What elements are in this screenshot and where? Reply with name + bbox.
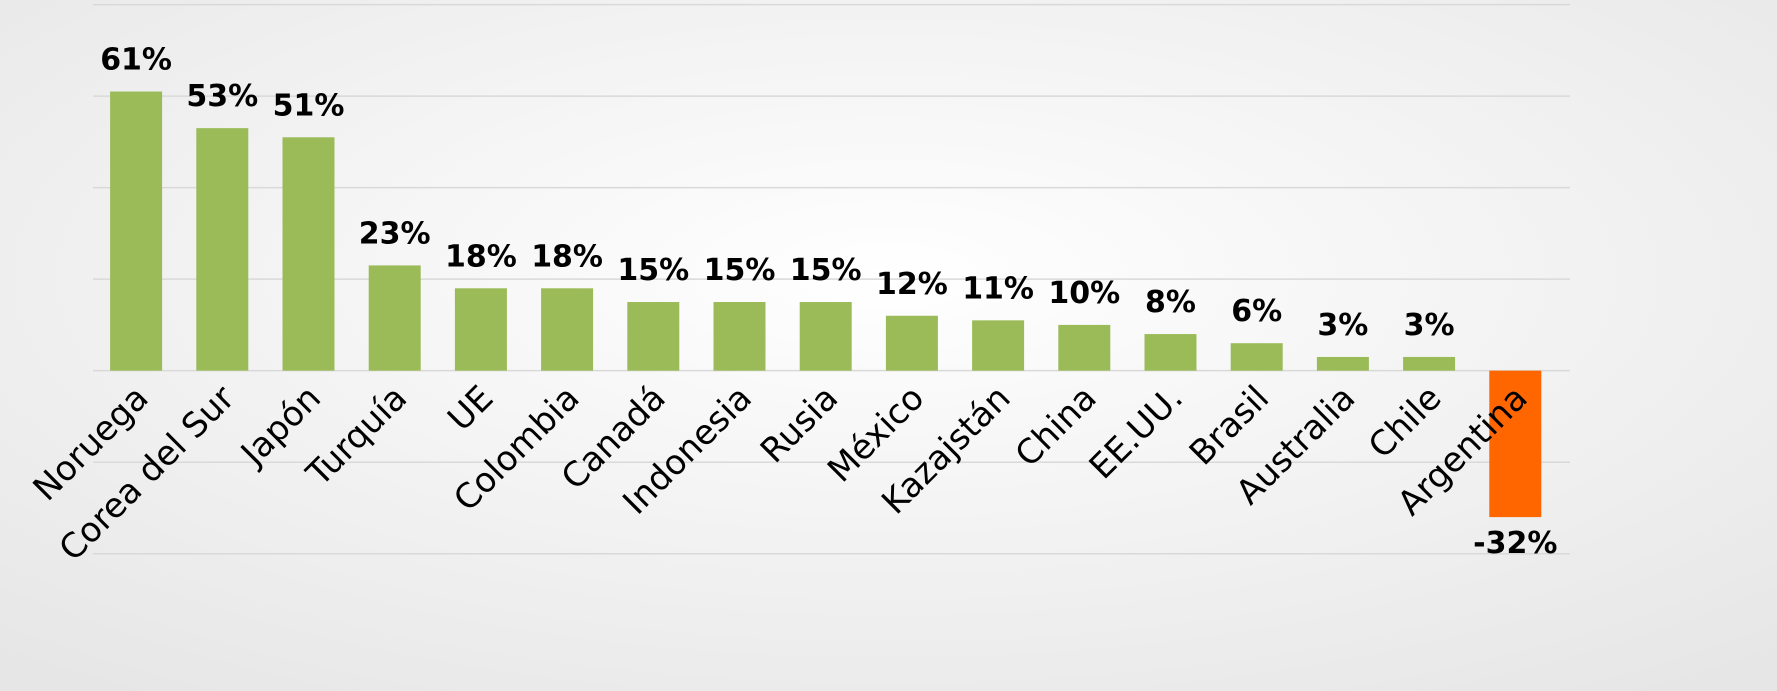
value-label: 10% (1048, 276, 1120, 311)
bar (1489, 370, 1542, 518)
value-label: 15% (617, 253, 689, 288)
value-label: 8% (1145, 285, 1196, 320)
value-label: 18% (445, 239, 517, 274)
value-label: 15% (790, 253, 862, 288)
bar (1316, 356, 1369, 371)
bar (1403, 356, 1456, 371)
value-label: -32% (1473, 526, 1557, 561)
value-label: 53% (186, 79, 258, 114)
value-label: 15% (704, 253, 776, 288)
bar (1230, 343, 1283, 371)
bar (196, 128, 249, 371)
bar (454, 288, 507, 371)
value-label: 6% (1231, 294, 1282, 329)
bar (799, 302, 852, 371)
bar (1144, 334, 1197, 371)
bar (282, 137, 335, 371)
value-label: 3% (1404, 308, 1455, 343)
value-label: 11% (962, 271, 1034, 306)
bar (972, 320, 1025, 371)
bar (713, 302, 766, 371)
value-label: 3% (1317, 308, 1368, 343)
bar (1058, 324, 1111, 371)
value-label: 18% (531, 239, 603, 274)
value-label: 12% (876, 267, 948, 302)
value-label: 51% (273, 88, 345, 123)
value-label: 23% (359, 216, 431, 251)
value-label: 61% (100, 43, 172, 78)
bar (368, 265, 421, 371)
bar (110, 91, 163, 371)
bar (885, 315, 938, 371)
bar (541, 288, 594, 371)
bar (627, 302, 680, 371)
